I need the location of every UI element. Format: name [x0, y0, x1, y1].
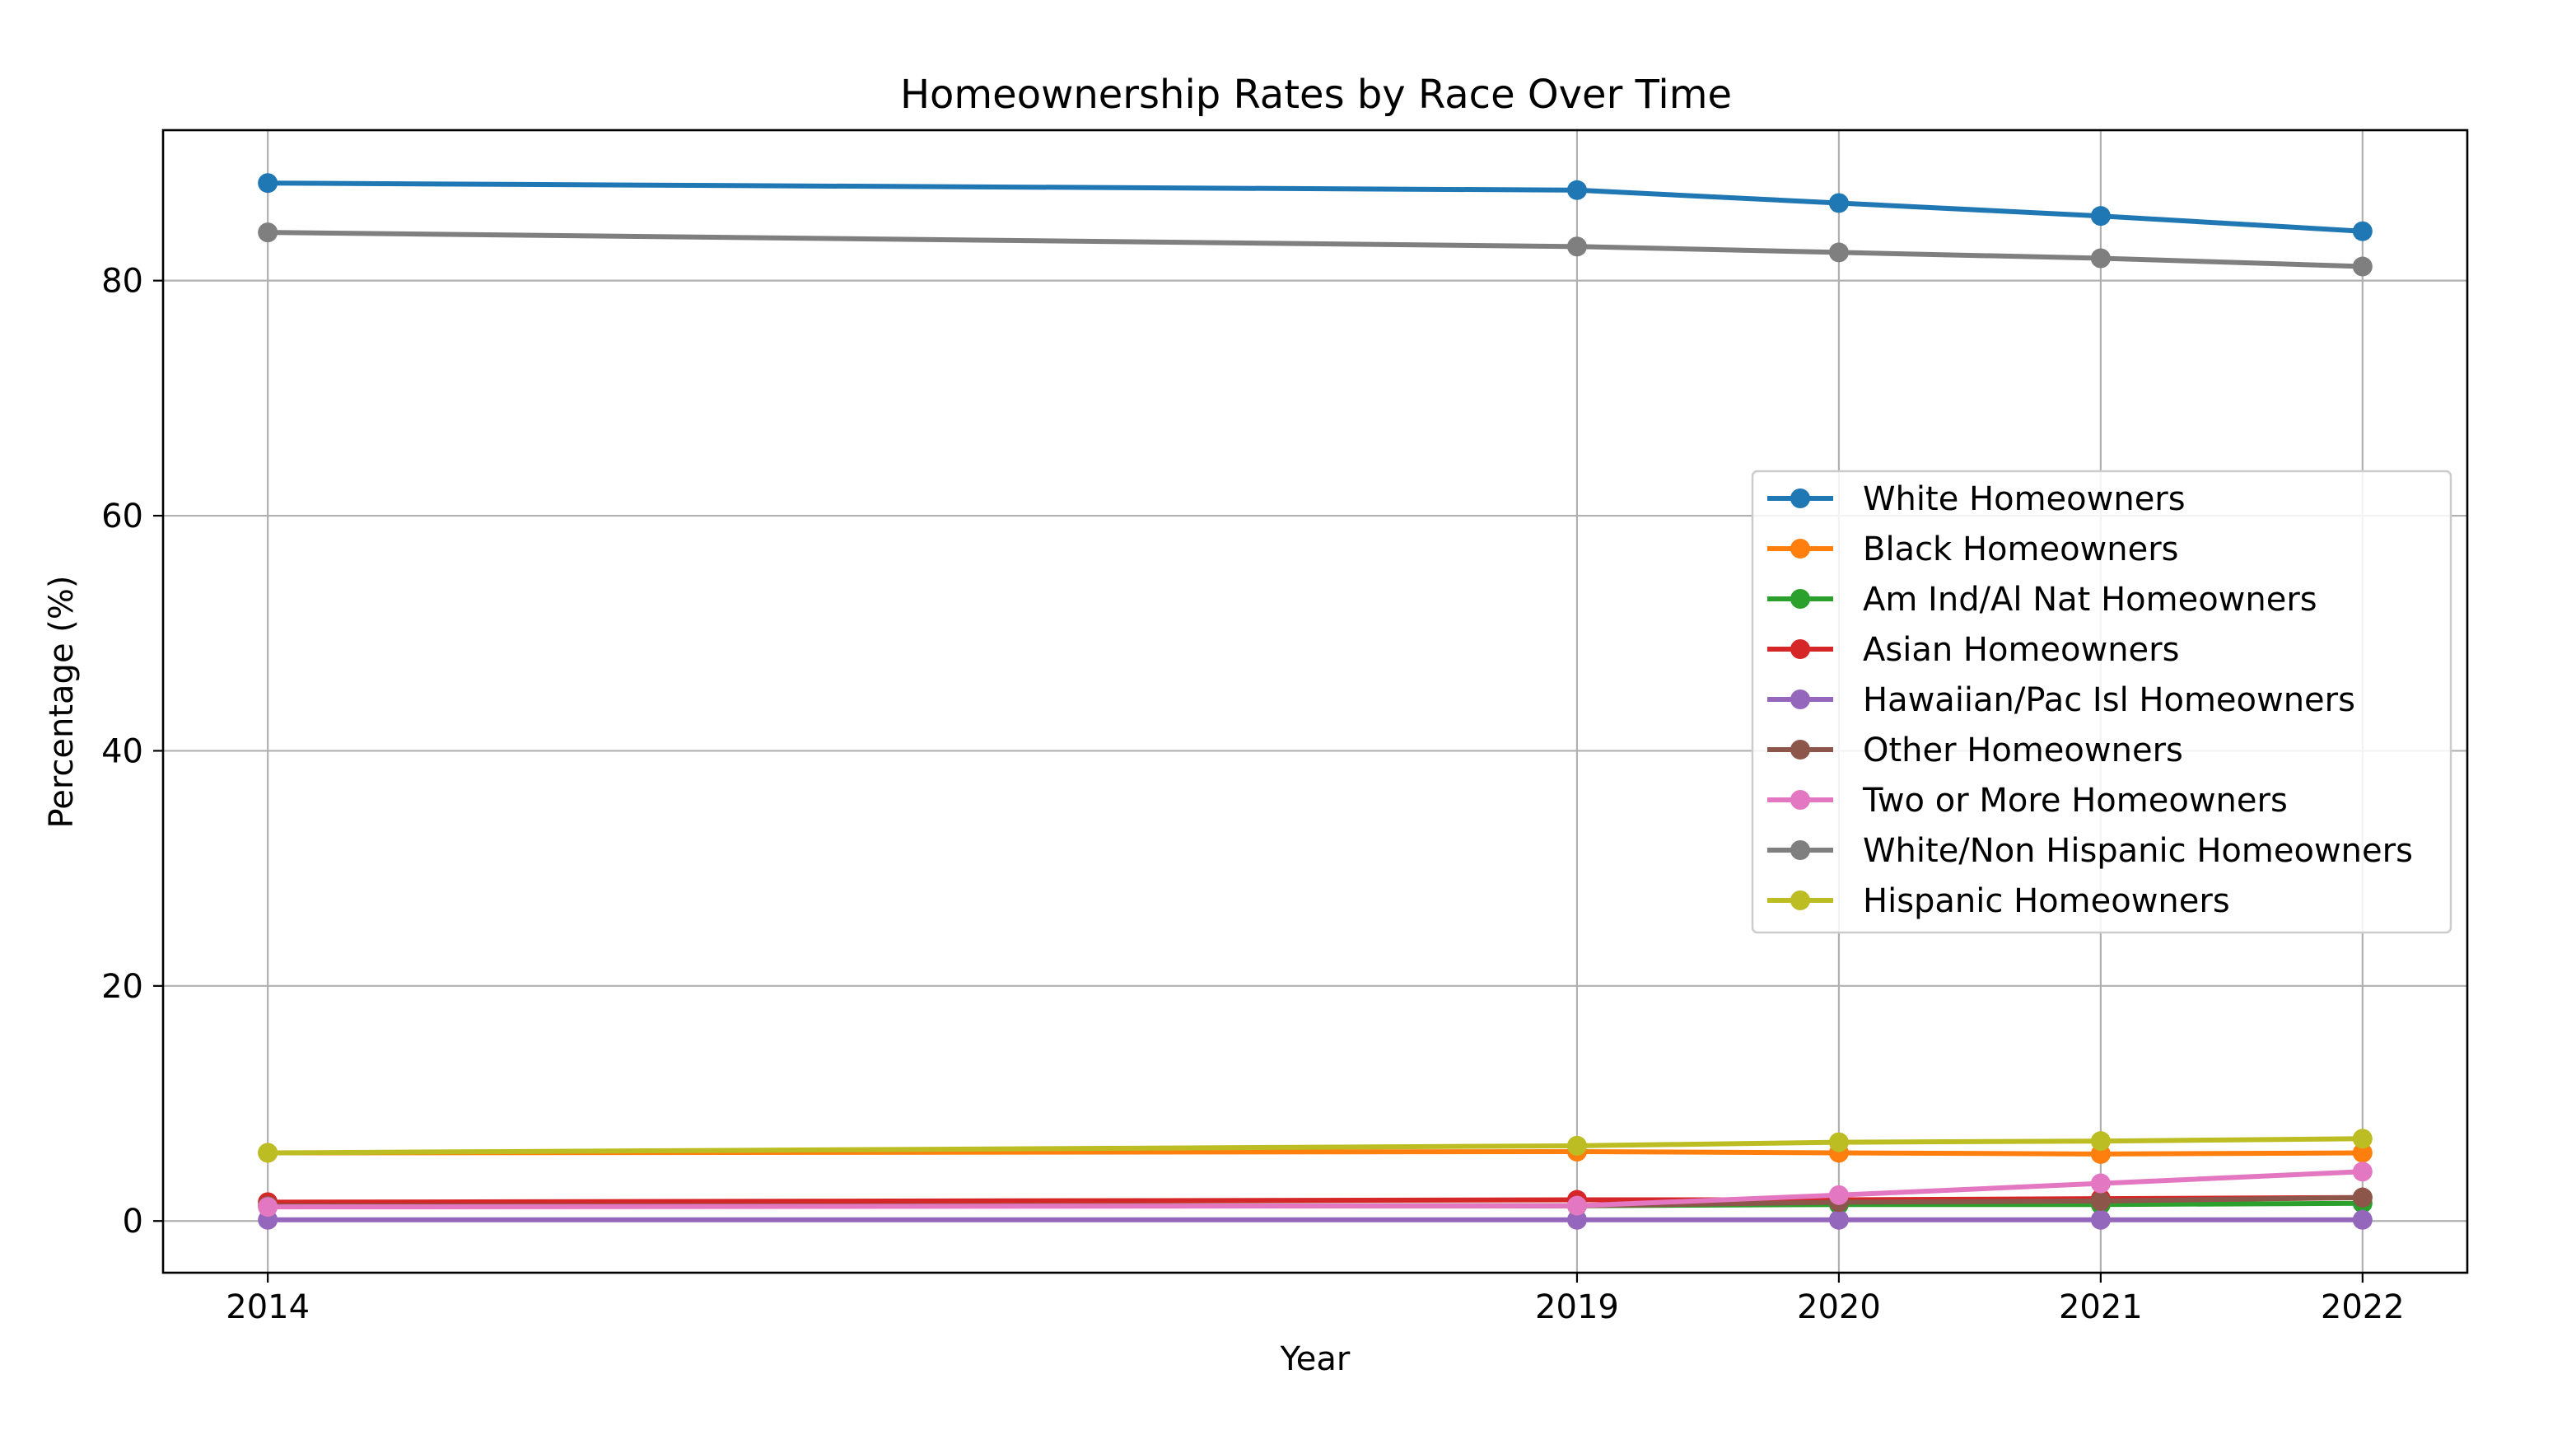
legend-item: Am Ind/Al Nat Homeowners: [1767, 581, 2317, 619]
legend-marker: [1790, 840, 1810, 860]
legend-label: Am Ind/Al Nat Homeowners: [1863, 581, 2317, 619]
series-line: [268, 230, 2363, 269]
data-point: [2352, 1187, 2373, 1208]
y-tick-label: 60: [101, 498, 143, 535]
legend-box: [1751, 470, 2452, 934]
legend-item: White/Non Hispanic Homeowners: [1767, 832, 2413, 870]
y-tick-label: 40: [101, 732, 143, 770]
plot-area-frame: [161, 129, 2469, 1274]
data-point: [2090, 1131, 2111, 1152]
series-8: [258, 222, 2373, 277]
data-point: [258, 222, 278, 243]
data-point: [1828, 193, 1849, 213]
legend-label: Asian Homeowners: [1863, 631, 2179, 669]
data-point: [258, 1143, 278, 1163]
x-tick-label: 2022: [2321, 1288, 2405, 1326]
legend: White Homeowners Black Homeowners Am Ind/A…: [1751, 470, 2452, 934]
data-point: [1566, 1195, 1587, 1216]
data-point: [2090, 1173, 2111, 1194]
x-axis-label: Year: [1280, 1340, 1351, 1378]
x-tick-label: 2014: [226, 1288, 310, 1326]
legend-label: Hispanic Homeowners: [1863, 882, 2230, 920]
legend-item: White Homeowners: [1767, 480, 2186, 518]
data-point: [2352, 1209, 2373, 1230]
data-point: [2352, 1129, 2373, 1149]
data-point: [2090, 206, 2111, 227]
data-point: [2090, 248, 2111, 269]
data-point: [258, 173, 278, 194]
legend-item: Black Homeowners: [1767, 531, 2179, 568]
data-point: [2090, 1209, 2111, 1230]
series-7: [258, 1162, 2373, 1218]
legend-label: White Homeowners: [1863, 480, 2186, 518]
data-point: [1566, 180, 1587, 200]
legend-marker: [1790, 689, 1810, 709]
legend-label: White/Non Hispanic Homeowners: [1863, 832, 2413, 870]
y-tick-label: 0: [123, 1203, 143, 1241]
legend-marker: [1790, 539, 1810, 559]
data-point: [2352, 256, 2373, 277]
series-5: [258, 1209, 2373, 1230]
data-point: [1828, 1185, 1849, 1205]
data-point: [1828, 1132, 1849, 1152]
x-tick-label: 2021: [2059, 1288, 2143, 1326]
series-1: [258, 173, 2373, 241]
legend-label: Hawaiian/Pac Isl Homeowners: [1863, 681, 2355, 719]
legend-label: Two or More Homeowners: [1862, 782, 2288, 820]
legend-label: Black Homeowners: [1863, 531, 2179, 568]
series-line: [268, 180, 2363, 234]
y-tick-label: 80: [101, 263, 143, 301]
data-point: [258, 1197, 278, 1218]
legend-marker: [1790, 639, 1810, 659]
y-tick-label: 20: [101, 968, 143, 1006]
chart-title: Homeownership Rates by Race Over Time: [900, 72, 1732, 118]
legend-marker: [1790, 790, 1810, 810]
data-point: [1566, 1135, 1587, 1156]
legend-item: Two or More Homeowners: [1767, 782, 2288, 820]
data-point: [2352, 1162, 2373, 1182]
data-point: [2352, 1143, 2373, 1163]
legend-label: Other Homeowners: [1863, 732, 2183, 769]
x-tick-label: 2019: [1535, 1288, 1619, 1326]
axis-ticks: 2014 2019 2020 2021 2022 0 20 40 60 80: [101, 263, 2405, 1326]
x-tick-label: 2020: [1797, 1288, 1881, 1326]
data-point: [1828, 1209, 1849, 1230]
series-lines: [258, 173, 2373, 1230]
legend-marker: [1790, 740, 1810, 760]
series-9: [258, 1129, 2373, 1163]
y-axis-label: Percentage (%): [43, 576, 81, 829]
data-point: [2090, 1190, 2111, 1211]
legend-item: Other Homeowners: [1767, 732, 2183, 769]
legend-marker: [1790, 589, 1810, 609]
data-point: [1566, 236, 1587, 257]
legend-marker: [1790, 890, 1810, 910]
legend-marker: [1790, 488, 1810, 508]
legend-item: Hispanic Homeowners: [1767, 882, 2230, 920]
data-point: [1566, 1209, 1587, 1230]
legend-item: Asian Homeowners: [1767, 631, 2179, 669]
data-point: [1828, 242, 1849, 263]
legend-item: Hawaiian/Pac Isl Homeowners: [1767, 681, 2355, 719]
data-point: [2352, 221, 2373, 241]
